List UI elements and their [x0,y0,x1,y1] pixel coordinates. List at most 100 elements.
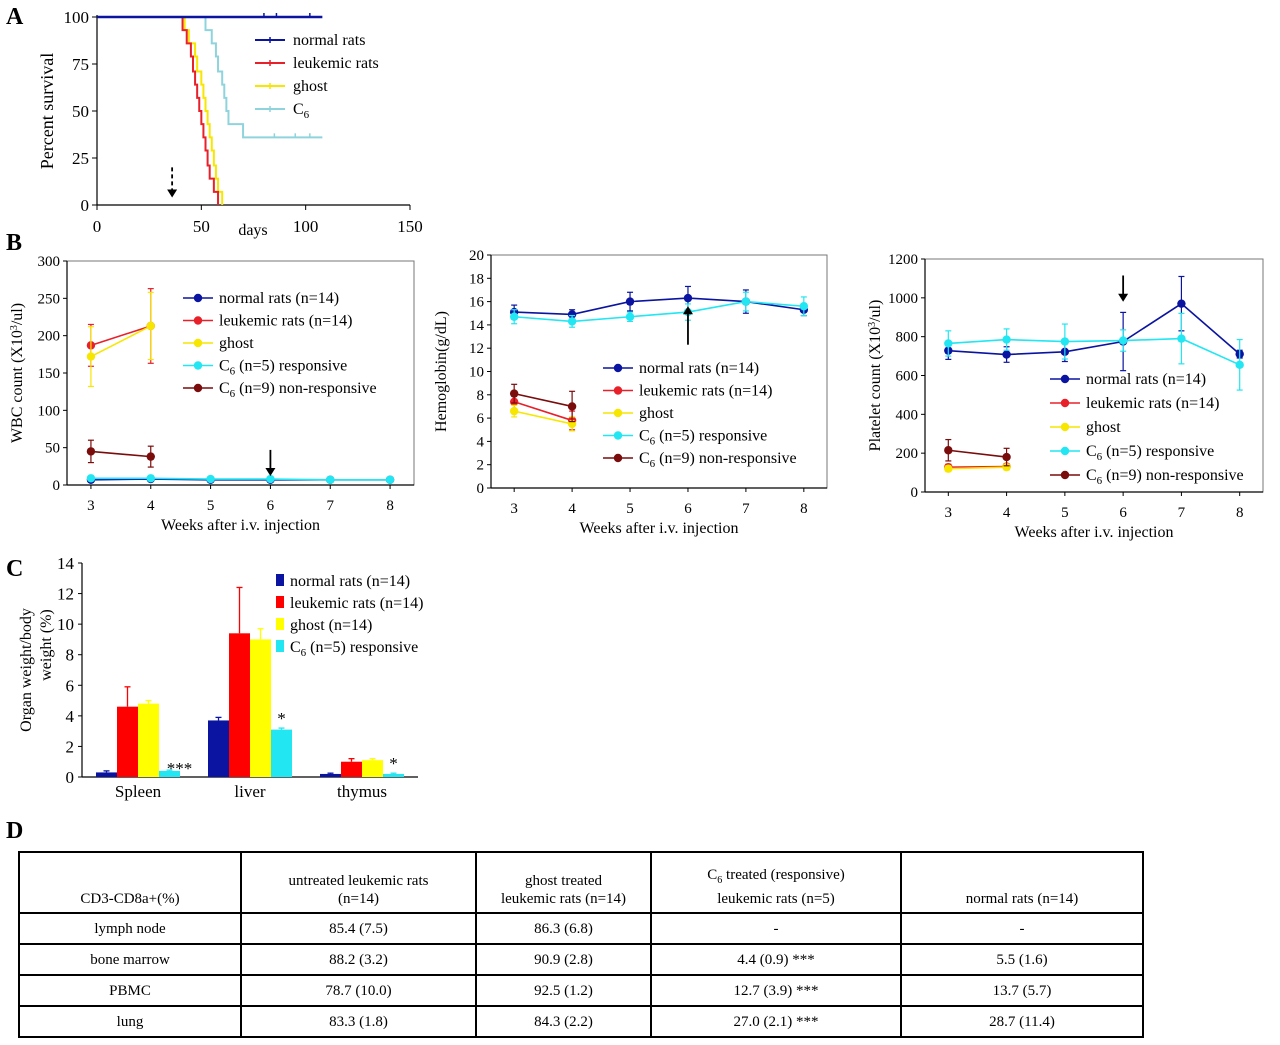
data-point [326,475,335,484]
x-tick-label: liver [234,782,265,801]
header-cell: C6 treated (responsive) leukemic rats (n=… [650,851,902,914]
data-point [385,475,395,484]
bar [271,729,292,777]
series-line [513,410,573,425]
legend-label: ghost [639,405,674,422]
y-tick-label: 200 [896,446,919,462]
legend-label: normal rats (n=14) [639,360,759,377]
data-point [944,446,953,455]
legend-label: C6 (n=9) non-responsive [1086,467,1244,487]
x-tick-label: 4 [568,501,576,517]
y-tick-label: 250 [38,291,61,307]
header-cell: normal rats (n=14) [900,851,1144,914]
x-tick-label: 3 [510,501,518,517]
y-tick-label: 6 [477,411,485,427]
data-point [944,339,953,348]
x-tick-label: 7 [326,498,334,514]
y-tick-label: 0 [53,478,61,494]
y-tick-label: 0 [66,768,75,787]
data-point [86,352,96,361]
x-tick-label: 0 [93,217,102,236]
y-tick-label: 4 [66,707,75,726]
legend-marker [613,431,623,440]
x-tick-label: 4 [147,498,155,514]
y-tick-label: 10 [469,365,484,381]
data-point [567,317,577,326]
table-row: lung 83.3 (1.8) 84.3 (2.2) 27.0 (2.1) **… [18,1005,1144,1038]
y-tick-label: 8 [66,646,75,665]
y-tick-label: 100 [64,8,90,27]
table-row: bone marrow 88.2 (3.2) 90.9 (2.8) 4.4 (0… [18,943,1144,976]
legend-label: C6 (n=5) responsive [290,639,418,659]
legend-label: C6 (n=5) responsive [1086,443,1214,463]
y-tick-label: 12 [469,341,484,357]
bar [383,773,404,777]
y-tick-label: 0 [81,196,90,215]
x-tick-label: 50 [193,217,210,236]
data-point [86,447,96,456]
legend-label: C6 (n=9) non-responsive [639,450,797,470]
y-axis-label: Organ weight/body [18,608,35,732]
series-line [948,302,1241,356]
table-cell: 13.7 (5.7) [900,974,1144,1007]
series-line [514,300,804,323]
legend-label: leukemic rats (n=14) [290,595,423,612]
x-tick-label: 3 [945,505,953,521]
y-tick-label: 2 [66,737,75,756]
data-point [567,402,577,411]
legend-marker [1060,398,1070,408]
wbc-chart: 0 50 100 150 200 250 300 3 4 5 6 7 8 Weeks after i.v.… [9,254,415,534]
table-cell: 12.7 (3.9) *** [650,974,902,1007]
legend-marker [193,383,203,393]
data-point [567,310,577,319]
x-tick-label: 4 [1003,505,1011,521]
table-cell: 4.4 (0.9) *** [650,943,902,976]
data-point [625,297,635,306]
y-tick-label: 0 [911,485,919,501]
y-tick-label: 6 [66,676,75,695]
survival-series-line [97,16,224,205]
legend-label: ghost [219,335,254,352]
legend-marker [193,338,203,348]
bar [341,761,362,777]
bar [159,770,180,777]
y-tick-label: 18 [469,271,484,287]
header-cell: untreated leukemic rats (n=14) [240,851,477,914]
data-point [146,321,155,331]
y-axis-label: Percent survival [37,53,57,169]
x-tick-label: 7 [1178,505,1186,521]
bar [229,633,250,777]
legend-marker [613,453,623,463]
y-tick-label: 4 [477,434,485,450]
data-point [509,389,519,398]
y-tick-label: 100 [38,403,61,419]
x-tick-label: 5 [626,501,634,517]
table-cell: 27.0 (2.1) *** [650,1005,902,1038]
table-cell: 78.7 (10.0) [240,974,477,1007]
data-point [1002,452,1011,462]
y-tick-label: 8 [477,388,485,404]
survival-arrow-head [167,189,178,198]
data-point [1177,334,1186,343]
table-cell: PBMC [18,974,242,1007]
y-tick-label: 1200 [888,252,918,268]
y-tick-label: 2 [477,458,485,474]
legend-label: C6 (n=5) responsive [639,428,767,448]
data-point [1235,360,1244,370]
data-point [625,312,635,321]
cd3-cd8a-table: CD3-CD8a+(%) untreated leukemic rats (n=1… [18,851,1144,1038]
data-point [1002,462,1011,472]
legend-label: ghost [293,78,328,95]
survival-chart: 0 25 50 75 100 0 50 100 150 days Percent survival n… [37,8,423,239]
table-cell: 5.5 (1.6) [900,943,1144,976]
legend-swatch [276,596,284,608]
legend-swatch [276,618,284,630]
x-axis-label: Weeks after i.v. injection [1015,524,1174,541]
y-axis-label: Platelet count (X103/ul) [867,300,884,452]
table-cell: 92.5 (1.2) [475,974,652,1007]
y-tick-label: 75 [72,55,89,74]
bar [96,772,117,777]
bar [117,706,138,777]
x-tick-label: 8 [1236,505,1244,521]
bar [320,773,341,777]
